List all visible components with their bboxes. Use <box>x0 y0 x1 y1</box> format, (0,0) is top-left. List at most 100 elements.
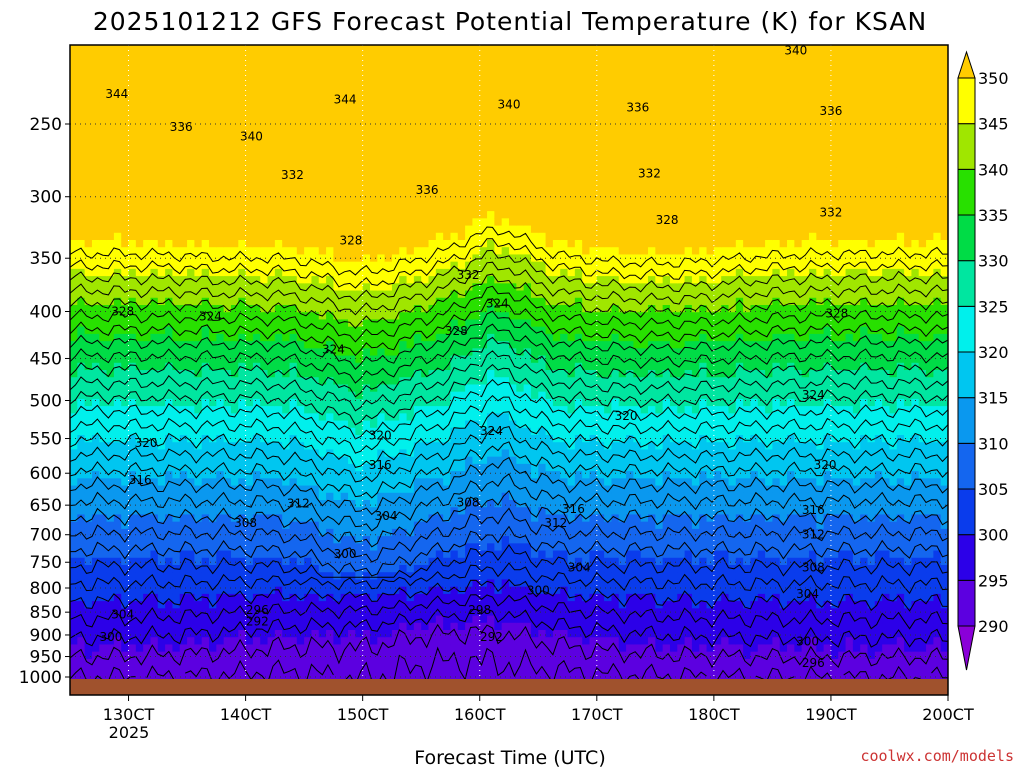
field-cell <box>216 644 225 653</box>
field-cell <box>128 341 137 349</box>
field-cell <box>369 673 378 682</box>
field-cell <box>428 276 437 284</box>
field-cell <box>340 456 349 465</box>
field-cell <box>362 225 371 234</box>
field-cell <box>128 536 137 544</box>
field-cell <box>179 59 188 68</box>
field-cell <box>106 384 115 393</box>
field-cell <box>201 81 210 89</box>
field-cell <box>135 608 144 617</box>
field-cell <box>70 492 78 501</box>
field-cell <box>99 565 108 573</box>
field-cell <box>435 384 444 393</box>
field-cell <box>179 500 188 508</box>
field-cell <box>391 297 400 306</box>
field-cell <box>143 362 152 371</box>
field-cell <box>165 102 174 111</box>
field-cell <box>113 196 122 205</box>
field-cell <box>84 442 93 451</box>
field-cell <box>296 276 305 284</box>
field-cell <box>157 124 166 133</box>
field-cell <box>399 673 408 682</box>
field-cell <box>465 398 474 407</box>
field-cell <box>443 666 452 674</box>
field-cell <box>194 370 203 378</box>
field-cell <box>194 333 203 342</box>
field-cell <box>311 478 320 487</box>
field-cell <box>333 254 342 263</box>
field-cell <box>245 167 254 176</box>
field-cell <box>106 543 115 552</box>
field-cell <box>304 283 313 292</box>
field-cell <box>84 232 93 241</box>
field-cell <box>187 88 195 97</box>
field-cell <box>318 384 327 393</box>
field-cell <box>282 492 291 501</box>
field-cell <box>391 326 400 335</box>
field-cell <box>252 370 261 378</box>
field-cell <box>99 608 108 617</box>
field-cell <box>282 124 291 133</box>
field-cell <box>223 247 232 256</box>
field-cell <box>465 146 474 154</box>
field-cell <box>333 637 342 646</box>
field-cell <box>135 326 144 335</box>
field-cell <box>340 565 349 573</box>
field-cell <box>362 268 371 277</box>
field-cell <box>187 615 195 624</box>
field-cell <box>194 651 203 660</box>
field-cell <box>304 500 313 508</box>
field-cell <box>209 283 217 292</box>
field-cell <box>465 305 474 313</box>
field-cell <box>230 66 239 75</box>
field-cell <box>194 203 203 212</box>
field-cell <box>216 52 225 61</box>
field-cell <box>304 124 313 133</box>
field-cell <box>391 528 400 537</box>
field-cell <box>179 420 188 429</box>
field-cell <box>260 644 269 653</box>
field-cell <box>121 449 130 458</box>
field-cell <box>369 131 378 140</box>
field-cell <box>318 66 327 75</box>
field-cell <box>70 377 78 386</box>
field-cell <box>274 225 283 234</box>
field-cell <box>99 218 108 227</box>
field-cell <box>135 124 144 133</box>
field-cell <box>209 196 217 205</box>
field-cell <box>157 442 166 451</box>
field-cell <box>201 384 210 393</box>
field-cell <box>245 66 254 75</box>
field-cell <box>91 189 100 198</box>
field-cell <box>252 521 261 530</box>
field-cell <box>428 435 437 443</box>
field-cell <box>465 81 474 89</box>
field-cell <box>457 167 466 176</box>
field-cell <box>128 333 137 342</box>
field-cell <box>128 471 137 479</box>
field-cell <box>91 117 100 126</box>
field-cell <box>172 124 181 133</box>
field-cell <box>179 377 188 386</box>
field-cell <box>91 268 100 277</box>
field-cell <box>435 413 444 422</box>
field-cell <box>252 203 261 212</box>
field-cell <box>245 377 254 386</box>
field-cell <box>194 146 203 154</box>
field-cell <box>296 427 305 436</box>
field-cell <box>428 528 437 537</box>
field-cell <box>443 95 452 104</box>
field-cell <box>201 630 210 638</box>
field-cell <box>465 666 474 674</box>
field-cell <box>165 514 174 523</box>
field-cell <box>70 348 78 357</box>
field-cell <box>333 543 342 552</box>
field-cell <box>201 138 210 147</box>
field-cell <box>282 608 291 617</box>
field-cell <box>187 348 195 357</box>
field-cell <box>70 413 78 422</box>
field-cell <box>172 218 181 227</box>
field-cell <box>457 615 466 624</box>
field-cell <box>106 167 115 176</box>
field-cell <box>135 615 144 624</box>
